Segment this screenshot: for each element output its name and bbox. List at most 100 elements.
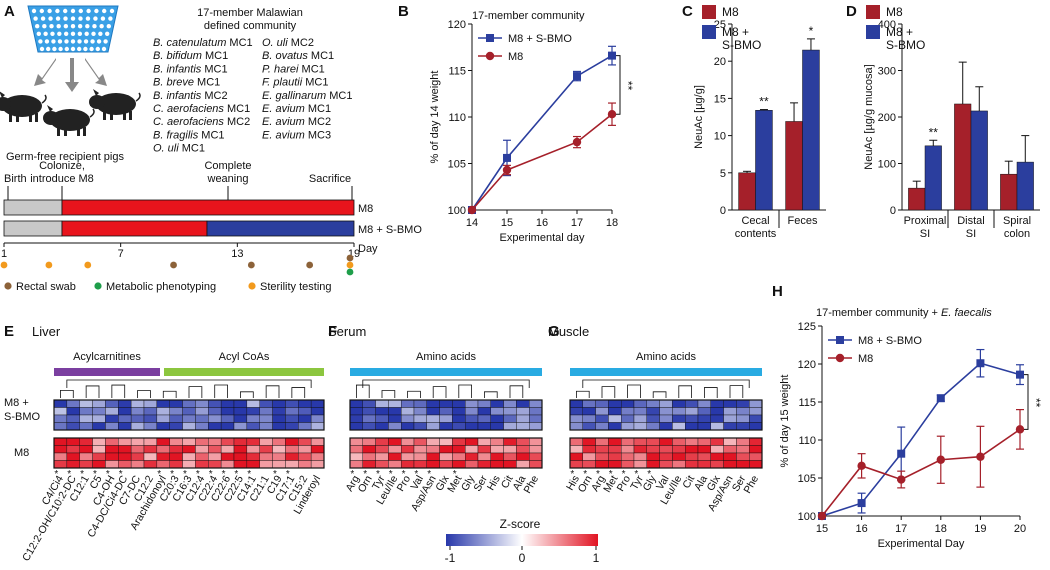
rectal-swab-dot — [170, 261, 177, 269]
heatmap-cell — [79, 407, 93, 416]
heatmap-cell — [503, 407, 517, 416]
dendrogram-branch — [137, 390, 151, 398]
heatmap-cell — [439, 422, 453, 431]
category-label: Cecal — [741, 215, 769, 227]
y-tick-label: 0 — [890, 205, 896, 217]
heatmap-cell — [195, 437, 209, 446]
plate-well — [64, 46, 70, 52]
heatmap-cell — [529, 445, 543, 454]
plate-well — [108, 16, 113, 21]
plate-well — [63, 31, 69, 36]
heatmap-cell — [156, 460, 170, 469]
pig-snout — [90, 101, 94, 106]
heatmap-cell — [208, 407, 222, 416]
heatmap-cell — [595, 414, 609, 423]
heatmap-cell — [259, 437, 273, 446]
heatmap-cell — [285, 437, 299, 446]
heatmap-cell — [143, 414, 158, 423]
heatmap-cell — [92, 422, 106, 431]
bar — [755, 110, 773, 211]
dendrogram-branch — [458, 384, 472, 398]
heatmap-cell — [697, 399, 712, 408]
x-tick-label: 16 — [536, 217, 548, 229]
heatmap-cell — [477, 437, 492, 446]
heatmap-cell — [375, 399, 389, 408]
heatmap-cell — [53, 414, 68, 423]
heatmap-cell — [388, 452, 402, 461]
heatmap-cell — [79, 460, 93, 469]
y-axis-label: % of day 15 weight — [779, 375, 791, 468]
plate-well — [63, 24, 69, 29]
panel-letter-g: G — [548, 323, 560, 340]
heatmap-cell — [736, 407, 750, 416]
heatmap-cell — [220, 460, 235, 469]
dendrogram-branch — [576, 390, 590, 398]
group-label: Amino acids — [636, 351, 696, 363]
heatmap-cell — [105, 422, 119, 431]
heatmap-cell — [490, 460, 504, 469]
dendrogram-branch — [214, 384, 228, 398]
dendrogram-branch — [85, 385, 100, 398]
data-point — [502, 165, 512, 175]
heatmap-cell — [621, 445, 635, 454]
heatmap-cell — [723, 445, 737, 454]
dendrogram-branch — [111, 384, 126, 398]
heatmap-cell — [66, 407, 80, 416]
heatmap-cell — [477, 460, 492, 469]
plate-well — [46, 46, 51, 52]
heatmap-cell — [413, 445, 428, 454]
zscore-label: Z-score — [500, 517, 541, 531]
heatmap-title: Muscle — [548, 324, 589, 339]
y-axis-label: NeuAc [µg/g] — [693, 85, 705, 149]
heatmap-cell — [233, 460, 248, 469]
heatmap-cell — [516, 460, 530, 469]
bar2-red — [61, 220, 208, 237]
y-tick-label: 300 — [878, 66, 896, 78]
heatmap-cell — [298, 399, 312, 408]
heatmap-cell — [697, 445, 712, 454]
heatmap-cell — [749, 414, 763, 423]
heatmap-cell — [310, 422, 325, 431]
category-label: Distal — [957, 215, 985, 227]
heatmap-cell — [105, 407, 119, 416]
heatmap-cell — [452, 452, 466, 461]
heatmap-cell — [53, 399, 68, 408]
data-point — [976, 359, 985, 368]
heatmap-cell — [503, 422, 517, 431]
panel-a: A Germ-free recipient pigs 17-member Mal… — [0, 3, 422, 293]
heatmap-cell — [195, 460, 209, 469]
significance-star: * — [67, 469, 71, 480]
heatmap-cell — [710, 422, 724, 431]
heatmap-cell — [595, 452, 609, 461]
row-label-m8: M8 — [14, 447, 29, 459]
y-tick-label: 110 — [448, 112, 466, 124]
panel-letter-f: F — [328, 323, 337, 340]
heatmap-cell — [672, 399, 686, 408]
timeline-weaning-1: Complete — [204, 160, 251, 172]
category-label: Proximal — [904, 215, 947, 227]
heatmap-cell — [595, 437, 609, 446]
plate-well — [95, 46, 101, 52]
data-point — [817, 511, 827, 521]
heatmap-cell — [143, 422, 158, 431]
heatmap-cell — [362, 399, 376, 408]
heatmap-cell — [569, 437, 584, 446]
heatmap-cell — [452, 437, 466, 446]
heatmap-cell — [285, 460, 299, 469]
y-axis-label: NeuAc [µg/g mucosa] — [863, 64, 875, 169]
significance-star: * — [183, 469, 187, 480]
heatmap-cell — [105, 399, 119, 408]
heatmap-cell — [79, 422, 93, 431]
heatmap-cell — [672, 407, 686, 416]
significance-star: * — [622, 469, 626, 480]
pig-leg — [35, 113, 38, 122]
heatmap-cell — [182, 460, 196, 469]
bar1-label: M8 — [358, 203, 373, 215]
dendrogram-branch — [162, 390, 177, 398]
category-label: SI — [966, 228, 976, 240]
plate-well — [89, 46, 94, 52]
heatmap-cell — [388, 460, 402, 469]
legend-label: Sterility testing — [260, 281, 332, 293]
heatmap-cell — [621, 414, 635, 423]
plate-well — [50, 31, 55, 36]
